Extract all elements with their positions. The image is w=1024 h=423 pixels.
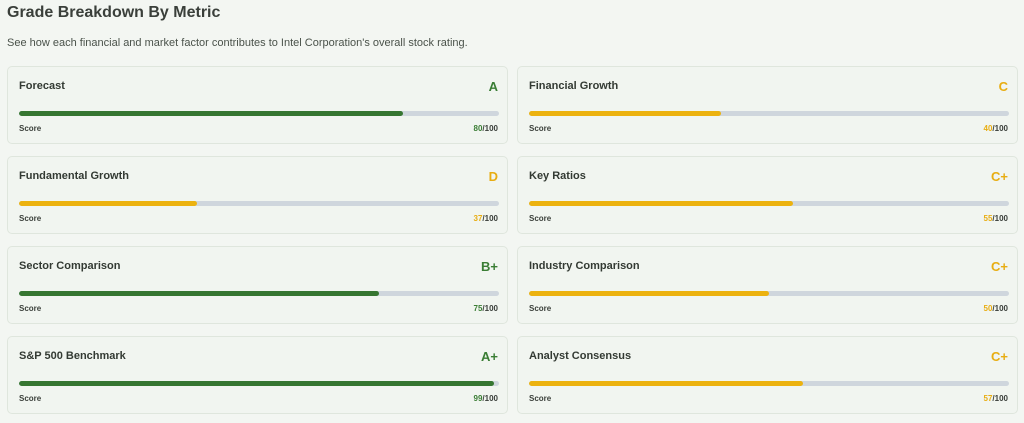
score-bar-track bbox=[529, 201, 1009, 206]
score-bar-track bbox=[529, 291, 1009, 296]
score-value: 57/100 bbox=[984, 394, 1008, 403]
metric-card-key-ratios: Key Ratios C+ Score 55/100 bbox=[517, 156, 1018, 234]
metric-grade: D bbox=[488, 169, 498, 184]
metric-title: Forecast bbox=[19, 80, 65, 92]
score-label: Score bbox=[19, 304, 42, 313]
score-max: /100 bbox=[482, 214, 498, 223]
score-max: /100 bbox=[992, 214, 1008, 223]
metric-grade: B+ bbox=[481, 259, 498, 274]
score-max: /100 bbox=[482, 394, 498, 403]
score-bar-track bbox=[19, 291, 499, 296]
score-number: 80 bbox=[473, 124, 483, 133]
score-bar-fill bbox=[19, 381, 495, 386]
metric-grade: A bbox=[488, 79, 498, 94]
score-label: Score bbox=[529, 124, 552, 133]
score-label: Score bbox=[529, 394, 552, 403]
score-value: 50/100 bbox=[984, 304, 1008, 313]
metric-grade: C+ bbox=[991, 349, 1008, 364]
score-bar-fill bbox=[19, 201, 197, 206]
score-max: /100 bbox=[992, 394, 1008, 403]
score-label: Score bbox=[529, 304, 552, 313]
score-bar-track bbox=[529, 111, 1009, 116]
score-bar-fill bbox=[529, 201, 793, 206]
score-bar-fill bbox=[529, 111, 721, 116]
score-bar-track bbox=[529, 381, 1009, 386]
score-bar-track bbox=[19, 381, 499, 386]
metric-card-sp500-benchmark: S&P 500 Benchmark A+ Score 99/100 bbox=[7, 336, 508, 414]
metric-card-fundamental-growth: Fundamental Growth D Score 37/100 bbox=[7, 156, 508, 234]
metric-title: Financial Growth bbox=[529, 80, 619, 92]
metric-title: Sector Comparison bbox=[19, 260, 121, 272]
metric-grade: A+ bbox=[481, 349, 498, 364]
metric-card-analyst-consensus: Analyst Consensus C+ Score 57/100 bbox=[517, 336, 1018, 414]
score-value: 99/100 bbox=[474, 394, 498, 403]
score-label: Score bbox=[529, 214, 552, 223]
score-bar-fill bbox=[19, 291, 379, 296]
score-number: 40 bbox=[983, 124, 993, 133]
metric-grade: C+ bbox=[991, 169, 1008, 184]
metric-title: S&P 500 Benchmark bbox=[19, 350, 126, 362]
score-value: 40/100 bbox=[984, 124, 1008, 133]
score-label: Score bbox=[19, 214, 42, 223]
score-number: 99 bbox=[473, 394, 483, 403]
score-number: 75 bbox=[473, 304, 483, 313]
score-value: 55/100 bbox=[984, 214, 1008, 223]
metric-grade: C bbox=[998, 79, 1008, 94]
score-bar-fill bbox=[529, 381, 803, 386]
metric-title: Industry Comparison bbox=[529, 260, 640, 272]
metric-card-industry-comparison: Industry Comparison C+ Score 50/100 bbox=[517, 246, 1018, 324]
score-max: /100 bbox=[482, 124, 498, 133]
score-max: /100 bbox=[482, 304, 498, 313]
metric-card-sector-comparison: Sector Comparison B+ Score 75/100 bbox=[7, 246, 508, 324]
score-value: 80/100 bbox=[474, 124, 498, 133]
metric-title: Fundamental Growth bbox=[19, 170, 129, 182]
score-number: 37 bbox=[473, 214, 483, 223]
metric-grid: Forecast A Score 80/100 Financial Growth… bbox=[7, 66, 1018, 414]
score-bar-track bbox=[19, 201, 499, 206]
score-label: Score bbox=[19, 394, 42, 403]
score-bar-fill bbox=[529, 291, 769, 296]
metric-grade: C+ bbox=[991, 259, 1008, 274]
metric-card-forecast: Forecast A Score 80/100 bbox=[7, 66, 508, 144]
metric-title: Analyst Consensus bbox=[529, 350, 632, 362]
page-subtitle: See how each financial and market factor… bbox=[7, 37, 468, 49]
metric-card-financial-growth: Financial Growth C Score 40/100 bbox=[517, 66, 1018, 144]
score-value: 37/100 bbox=[474, 214, 498, 223]
score-max: /100 bbox=[992, 124, 1008, 133]
page-title: Grade Breakdown By Metric bbox=[7, 4, 221, 21]
score-bar-track bbox=[19, 111, 499, 116]
score-number: 57 bbox=[983, 394, 993, 403]
metric-title: Key Ratios bbox=[529, 170, 586, 182]
score-value: 75/100 bbox=[474, 304, 498, 313]
score-label: Score bbox=[19, 124, 42, 133]
score-max: /100 bbox=[992, 304, 1008, 313]
score-bar-fill bbox=[19, 111, 403, 116]
score-number: 50 bbox=[983, 304, 993, 313]
score-number: 55 bbox=[983, 214, 993, 223]
